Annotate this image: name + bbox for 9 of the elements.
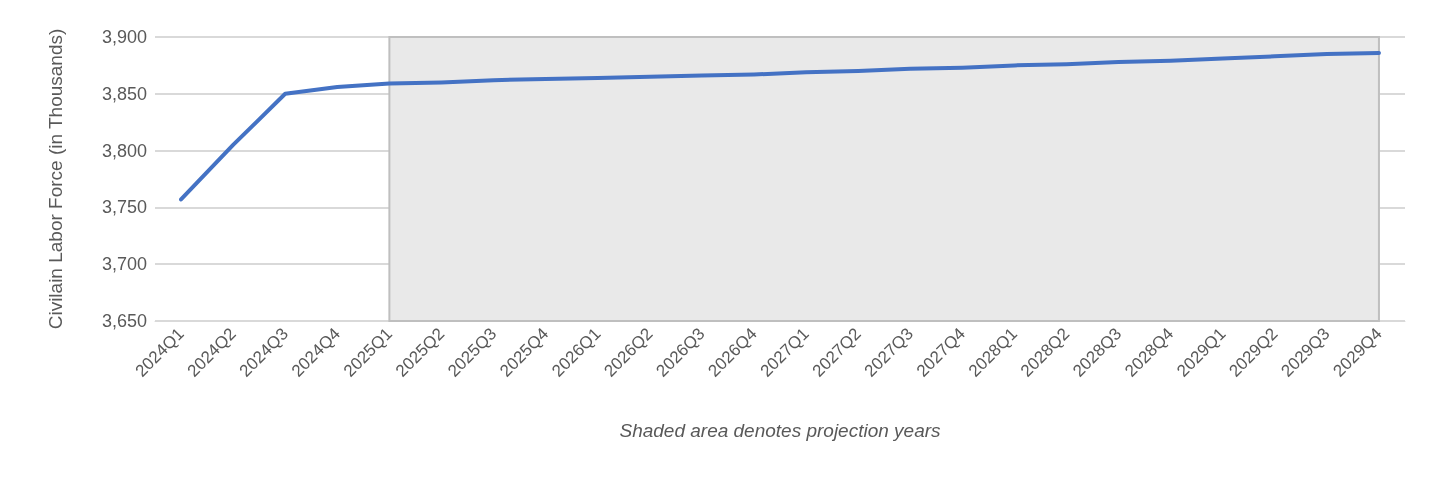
x-axis-title: Shaded area denotes projection years bbox=[619, 420, 942, 441]
y-tick-label: 3,750 bbox=[101, 197, 147, 218]
y-axis-title: Civilain Labor Force (in Thousands) bbox=[45, 28, 66, 330]
y-tick-label: 3,700 bbox=[101, 254, 147, 275]
y-tick-label: 3,900 bbox=[101, 27, 147, 47]
y-tick-label: 3,850 bbox=[101, 83, 147, 104]
line-series bbox=[179, 50, 1381, 202]
y-tick-label: 3,650 bbox=[101, 311, 147, 331]
y-tick-label: 3,800 bbox=[101, 140, 147, 161]
